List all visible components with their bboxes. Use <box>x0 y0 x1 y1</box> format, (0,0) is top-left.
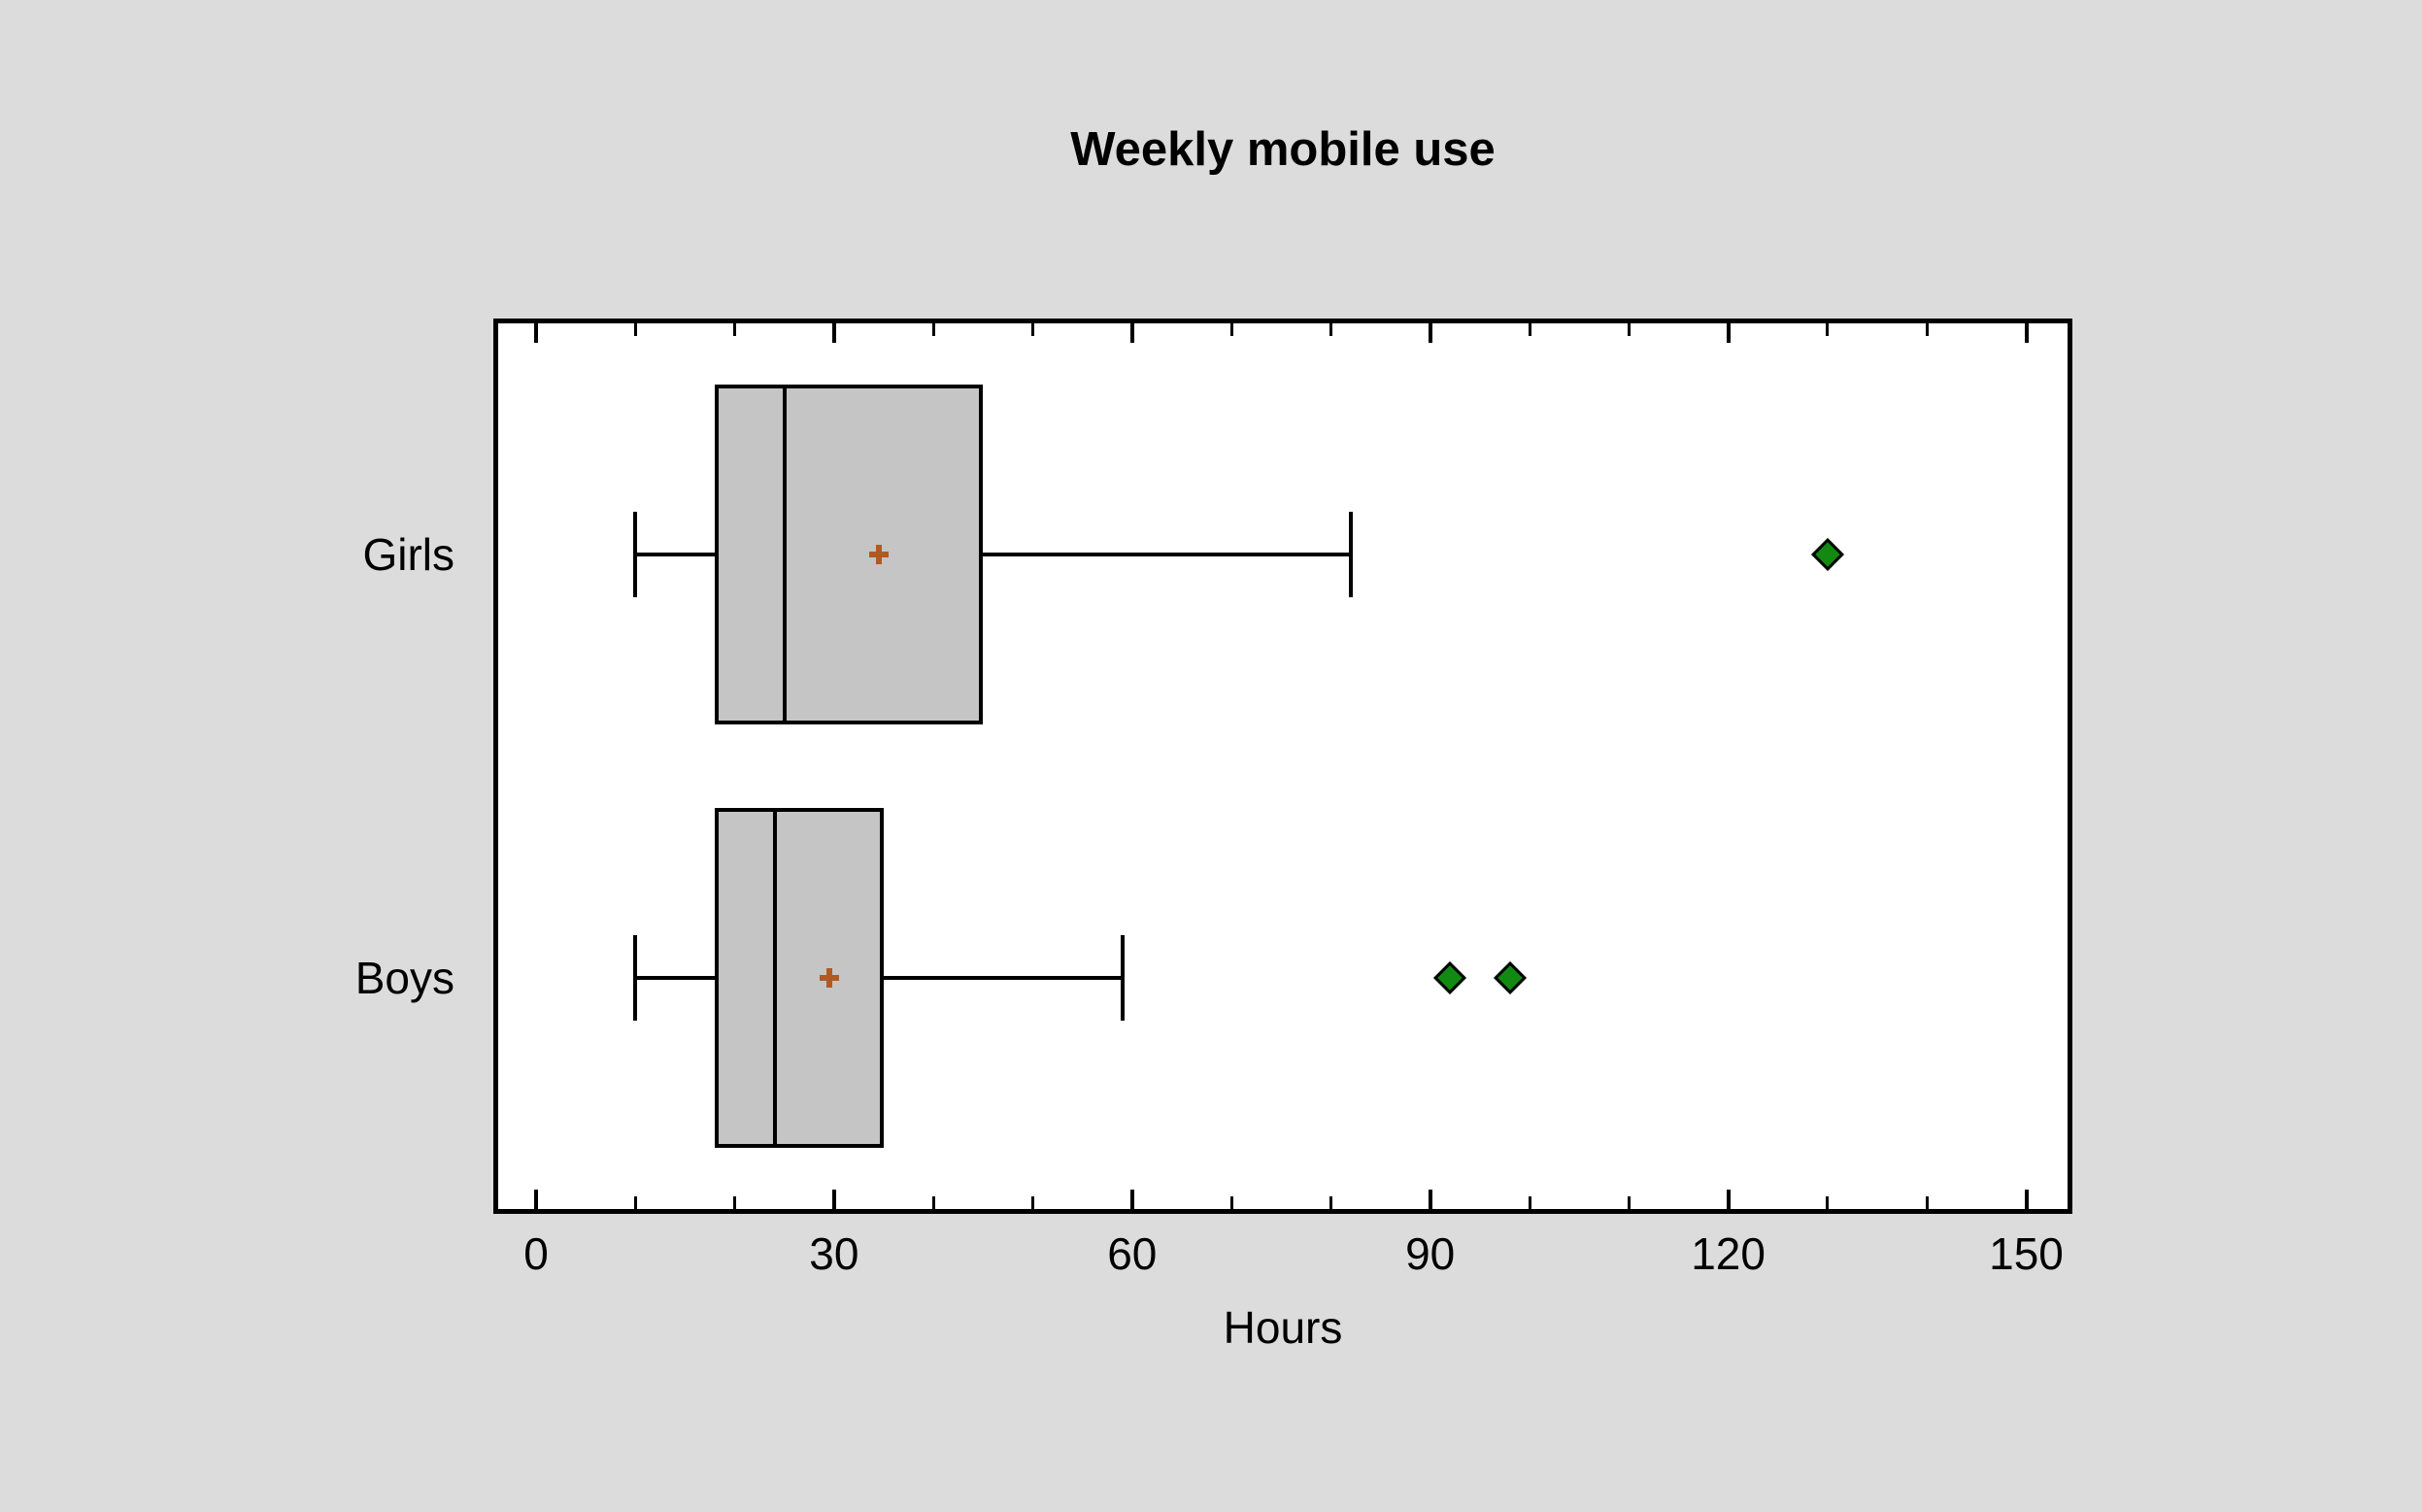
whisker-line-high <box>983 553 1351 556</box>
outlier-marker <box>1493 961 1527 994</box>
x-tick-major <box>2024 1190 2029 1209</box>
x-tick-major <box>1129 323 1134 343</box>
category-label: Girls <box>362 529 454 580</box>
x-tick-minor <box>1031 1196 1034 1209</box>
x-tick-minor <box>1826 1196 1830 1209</box>
x-tick-label: 30 <box>809 1228 859 1279</box>
x-axis-label: Hours <box>1223 1302 1343 1353</box>
x-tick-minor <box>1627 1196 1631 1209</box>
x-tick-minor <box>1925 1196 1929 1209</box>
whisker-line-low <box>635 553 716 556</box>
x-tick-major <box>831 1190 836 1209</box>
chart-title: Weekly mobile use <box>1070 123 1496 176</box>
outlier-marker <box>1810 538 1844 571</box>
whisker-cap-high <box>1120 935 1125 1021</box>
category-label: Boys <box>354 953 454 1003</box>
x-tick-minor <box>1229 1196 1233 1209</box>
whisker-cap-low <box>633 512 638 597</box>
x-tick-minor <box>1329 323 1332 336</box>
mean-marker-bar-v <box>875 545 882 564</box>
plot-area <box>493 319 2072 1214</box>
x-tick-minor <box>1528 323 1531 336</box>
median-line <box>782 385 787 724</box>
x-tick-minor <box>1329 1196 1332 1209</box>
iqr-box <box>715 808 885 1148</box>
iqr-box <box>715 385 984 724</box>
x-tick-major <box>1428 1190 1432 1209</box>
x-tick-major <box>534 323 538 343</box>
whisker-cap-high <box>1348 512 1353 597</box>
whisker-cap-low <box>633 935 638 1021</box>
x-tick-minor <box>1826 323 1830 336</box>
x-tick-major <box>1726 323 1731 343</box>
x-tick-major <box>1726 1190 1731 1209</box>
x-tick-minor <box>931 1196 935 1209</box>
x-tick-label: 0 <box>523 1228 549 1279</box>
x-tick-major <box>2024 323 2029 343</box>
x-tick-minor <box>1031 323 1034 336</box>
whisker-line-high <box>884 976 1123 980</box>
x-tick-major <box>1428 323 1432 343</box>
whisker-line-low <box>635 976 716 980</box>
x-tick-major <box>831 323 836 343</box>
x-tick-label: 60 <box>1107 1228 1158 1279</box>
x-tick-major <box>1129 1190 1134 1209</box>
outlier-marker <box>1433 961 1467 994</box>
x-tick-minor <box>633 1196 637 1209</box>
x-tick-label: 120 <box>1691 1228 1766 1279</box>
x-tick-minor <box>733 1196 737 1209</box>
x-tick-minor <box>1528 1196 1531 1209</box>
x-tick-minor <box>733 323 737 336</box>
x-tick-minor <box>633 323 637 336</box>
mean-marker <box>819 968 839 988</box>
x-tick-minor <box>1925 323 1929 336</box>
x-tick-major <box>534 1190 538 1209</box>
mean-marker <box>868 545 889 564</box>
x-tick-label: 90 <box>1405 1228 1456 1279</box>
x-tick-minor <box>1229 323 1233 336</box>
x-tick-label: 150 <box>1989 1228 2064 1279</box>
mean-marker-bar-v <box>825 968 832 988</box>
x-tick-minor <box>931 323 935 336</box>
median-line <box>772 808 777 1148</box>
x-tick-minor <box>1627 323 1631 336</box>
